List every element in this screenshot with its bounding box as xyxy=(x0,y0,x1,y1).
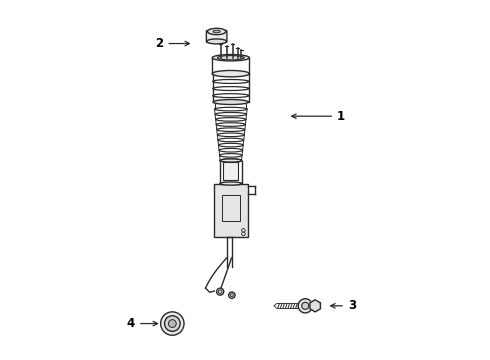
Ellipse shape xyxy=(212,71,249,77)
Ellipse shape xyxy=(207,28,226,35)
FancyBboxPatch shape xyxy=(206,31,227,42)
Bar xyxy=(214,184,247,237)
Circle shape xyxy=(169,320,176,328)
Ellipse shape xyxy=(212,54,249,61)
Text: 2: 2 xyxy=(155,37,190,50)
Circle shape xyxy=(302,302,309,309)
Circle shape xyxy=(217,288,224,295)
Ellipse shape xyxy=(218,55,244,60)
Ellipse shape xyxy=(207,39,226,44)
Bar xyxy=(221,195,240,221)
Ellipse shape xyxy=(213,100,248,104)
Circle shape xyxy=(242,232,245,236)
Circle shape xyxy=(229,292,235,298)
Ellipse shape xyxy=(220,182,242,185)
Circle shape xyxy=(242,229,245,232)
Circle shape xyxy=(298,299,312,313)
Text: 3: 3 xyxy=(331,299,356,312)
Circle shape xyxy=(161,312,184,335)
Polygon shape xyxy=(310,300,320,312)
Ellipse shape xyxy=(220,159,242,162)
Ellipse shape xyxy=(213,30,220,33)
Circle shape xyxy=(165,316,180,331)
Text: 4: 4 xyxy=(127,317,157,330)
Bar xyxy=(223,162,238,180)
Text: 1: 1 xyxy=(292,110,345,123)
